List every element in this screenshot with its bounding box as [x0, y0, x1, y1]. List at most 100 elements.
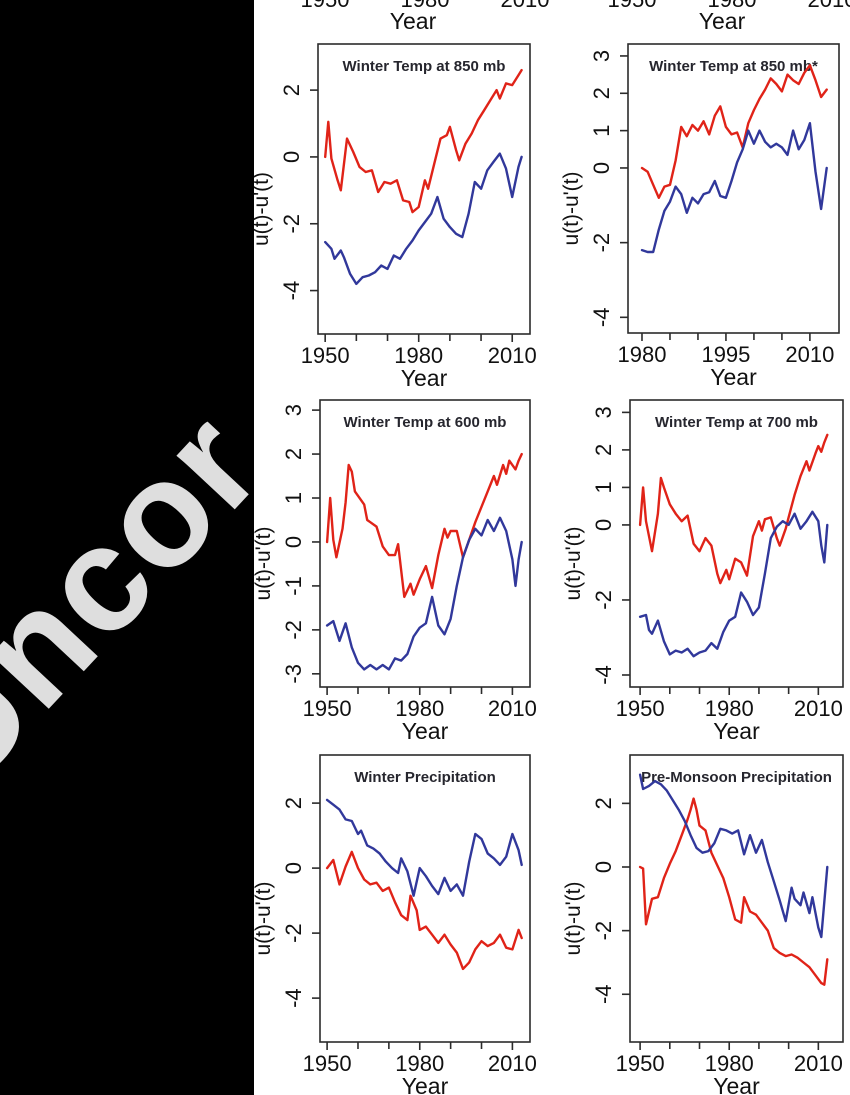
plot-border	[629, 399, 844, 688]
x-tick-label: 1995	[701, 342, 750, 367]
blue-series-line	[325, 798, 523, 897]
x-axis-label: Year	[710, 364, 757, 390]
plot-border	[629, 754, 844, 1043]
subplot-winter-temp-at-850-mb-: Winter Temp at 850 mb* 1980 1995 2010 Year 3 2…	[560, 43, 840, 390]
red-series-line	[323, 68, 523, 214]
y-tick-label: 1	[591, 481, 616, 493]
x-tick-label: 1950	[303, 696, 352, 721]
red-series-line	[638, 797, 829, 986]
cropped-x-axis-label: Year	[389, 8, 437, 34]
y-tick-label: -2	[589, 233, 614, 253]
y-tick-label: -2	[281, 620, 306, 640]
cropped-x-tick-label: 2010	[787, 0, 850, 13]
y-tick-label: 0	[589, 162, 614, 174]
blue-series-line	[325, 516, 523, 671]
y-tick-label: -2	[281, 923, 306, 943]
plot-title: Winter Precipitation	[354, 769, 496, 786]
x-tick-label: 1950	[616, 696, 665, 721]
y-axis-label: u(t)-u'(t)	[560, 171, 583, 245]
black-scan-panel: Uncor	[0, 0, 254, 1095]
subplot-winter-precipitation: Winter Precipitation 1950 1980 2010 Year 2 0 -2…	[252, 754, 537, 1095]
y-tick-label: 1	[281, 492, 306, 504]
y-tick-label: -2	[591, 590, 616, 610]
y-tick-label: -4	[281, 988, 306, 1008]
x-axis-label: Year	[402, 718, 449, 744]
y-tick-label: -2	[591, 921, 616, 941]
y-tick-label: -4	[589, 308, 614, 328]
y-axis-label: u(t)-u'(t)	[252, 526, 275, 600]
plot-border	[317, 43, 531, 335]
blue-series-line	[638, 773, 829, 939]
proof-watermark-text: Uncor	[0, 380, 254, 819]
y-tick-label: -2	[279, 214, 304, 234]
x-tick-label: 1950	[303, 1051, 352, 1076]
y-tick-label: 0	[591, 519, 616, 531]
plot-title: Pre-Monsoon Precipitation	[641, 769, 832, 786]
x-tick-label: 1980	[395, 1051, 444, 1076]
y-axis-label: u(t)-u'(t)	[252, 881, 275, 955]
x-tick-label: 2010	[794, 1051, 843, 1076]
red-series-line	[640, 64, 828, 200]
plot-border	[627, 43, 840, 334]
y-tick-label: 0	[281, 862, 306, 874]
y-tick-label: 3	[589, 50, 614, 62]
y-tick-label: -4	[591, 665, 616, 685]
y-tick-label: 2	[591, 444, 616, 456]
y-tick-label: 0	[591, 861, 616, 873]
blue-series-line	[638, 510, 829, 658]
x-tick-label: 1950	[301, 343, 350, 368]
subplot-winter-temp-at-700-mb: Winter Temp at 700 mb 1950 1980 2010 Year 3 2 1…	[562, 399, 844, 744]
x-tick-label: 1950	[616, 1051, 665, 1076]
y-tick-label: 1	[589, 125, 614, 137]
red-series-line	[638, 433, 829, 585]
x-tick-label: 1980	[705, 1051, 754, 1076]
subplot-pre-monsoon-precipitation: Pre-Monsoon Precipitation 1950 1980 2010 Yea…	[562, 754, 844, 1095]
cropped-x-tick-label: 1950	[587, 0, 677, 13]
x-tick-label: 2010	[488, 1051, 537, 1076]
x-axis-label: Year	[713, 1073, 760, 1095]
plot-title: Winter Temp at 850 mb*	[649, 58, 818, 75]
cropped-x-axis-label: Year	[698, 8, 746, 34]
red-series-line	[325, 850, 523, 971]
y-tick-label: -4	[279, 281, 304, 301]
blue-series-line	[640, 121, 828, 254]
x-tick-label: 1980	[395, 696, 444, 721]
cropped-x-tick-label: 1950	[280, 0, 370, 13]
plot-border	[319, 754, 531, 1043]
y-tick-label: 0	[281, 536, 306, 548]
cropped-x-tick-label: 1980	[380, 0, 470, 13]
y-axis-label: u(t)-u'(t)	[562, 526, 585, 600]
x-tick-label: 1980	[394, 343, 443, 368]
y-tick-label: -3	[281, 664, 306, 684]
x-tick-label: 2010	[785, 342, 834, 367]
plot-border	[319, 399, 531, 688]
y-tick-label: 2	[589, 87, 614, 99]
y-tick-label: 3	[281, 404, 306, 416]
y-tick-label: 0	[279, 151, 304, 163]
subplot-winter-temp-at-850-mb: Winter Temp at 850 mb 1950 1980 2010 Year 2 0 -…	[250, 43, 537, 391]
plot-title: Winter Temp at 600 mb	[344, 414, 507, 431]
red-series-line	[325, 452, 523, 599]
x-axis-label: Year	[401, 365, 448, 391]
cropped-x-tick-label: 2010	[480, 0, 570, 13]
y-tick-label: 2	[591, 797, 616, 809]
y-tick-label: -1	[281, 576, 306, 596]
x-axis-label: Year	[713, 718, 760, 744]
plot-title: Winter Temp at 700 mb	[655, 414, 818, 431]
x-tick-label: 2010	[488, 696, 537, 721]
x-tick-label: 2010	[794, 696, 843, 721]
x-axis-label: Year	[402, 1073, 449, 1095]
cropped-x-tick-label: 1980	[687, 0, 777, 13]
plot-title: Winter Temp at 850 mb	[343, 58, 506, 75]
y-axis-label: u(t)-u'(t)	[250, 172, 273, 246]
x-tick-label: 2010	[488, 343, 537, 368]
subplot-winter-temp-at-600-mb: Winter Temp at 600 mb 1950 1980 2010 Year 3 2 1…	[252, 399, 537, 744]
y-axis-label: u(t)-u'(t)	[562, 881, 585, 955]
y-tick-label: 2	[281, 448, 306, 460]
y-tick-label: 2	[281, 797, 306, 809]
x-tick-label: 1980	[618, 342, 667, 367]
y-tick-label: -4	[591, 984, 616, 1004]
y-tick-label: 2	[279, 84, 304, 96]
blue-series-line	[323, 152, 523, 286]
